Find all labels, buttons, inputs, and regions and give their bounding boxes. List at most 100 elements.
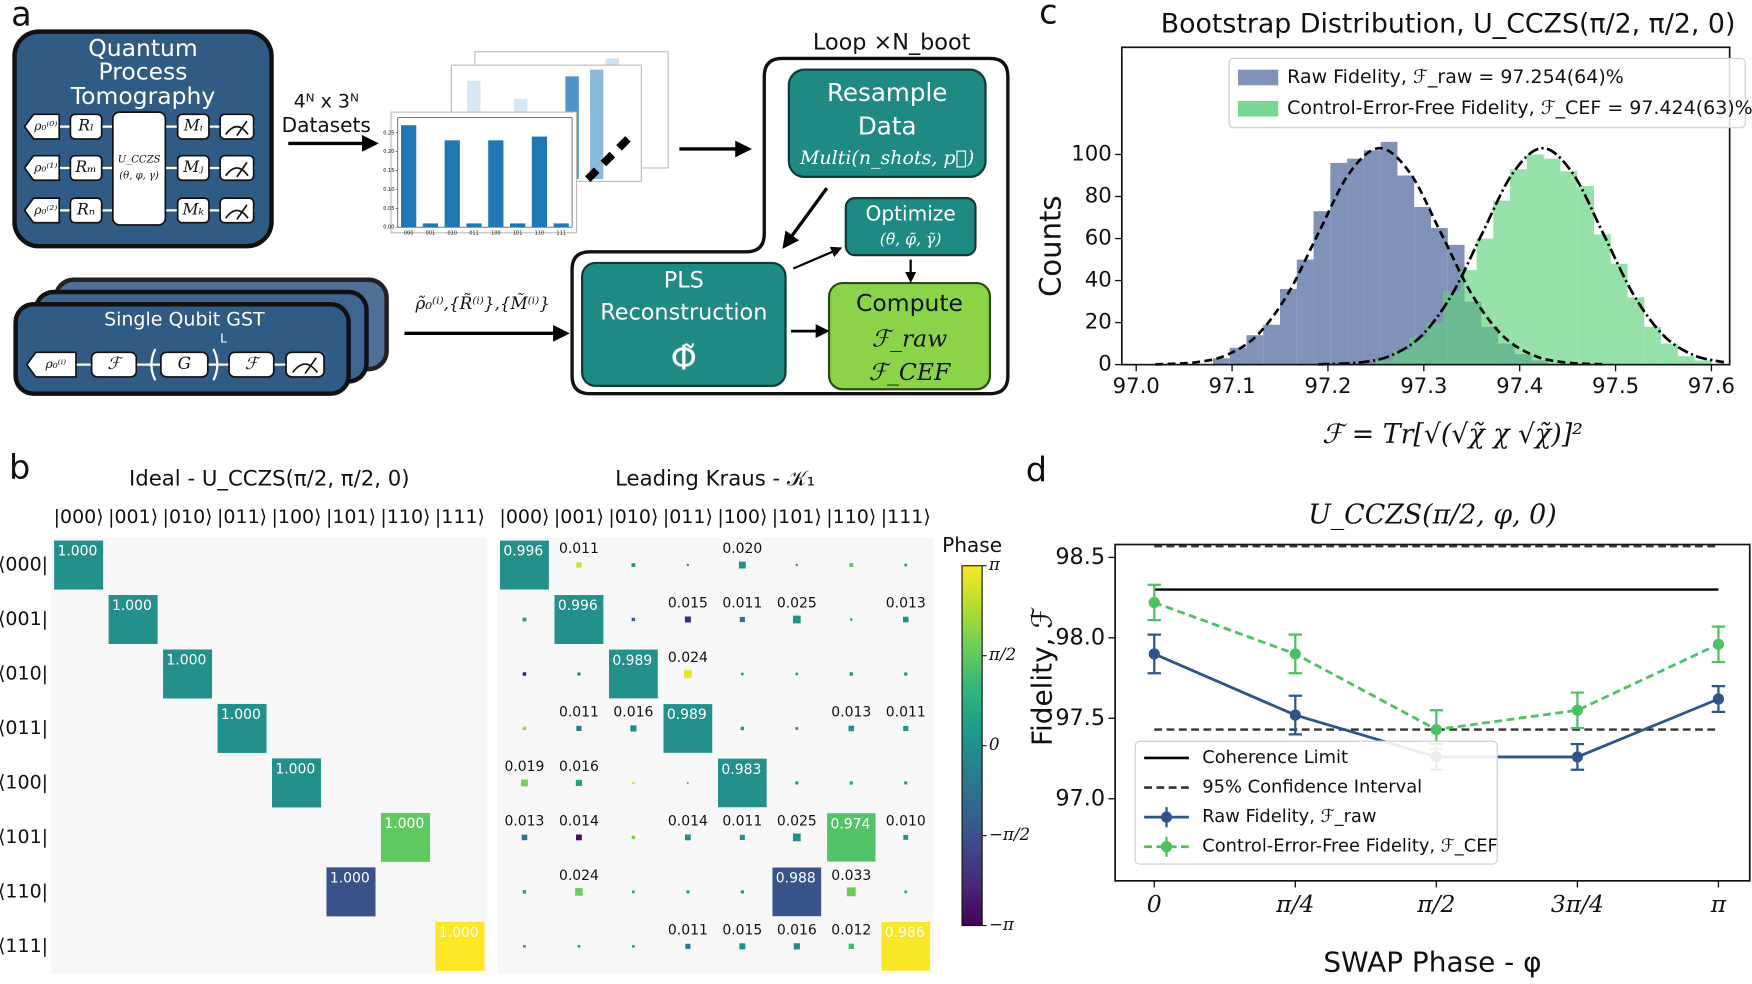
row-label: ⟨011| (0, 717, 48, 739)
box-label: ℱ_raw (872, 325, 947, 353)
box-label: Compute (856, 289, 963, 317)
ellipsis (584, 136, 631, 182)
legend-swatch (1238, 100, 1279, 117)
x-tick-label: 3π/4 (1551, 890, 1604, 918)
x-tick-label: 97.5 (1592, 374, 1639, 399)
column-label: |111⟩ (435, 506, 485, 528)
y-tick-label: 0.00 (383, 225, 394, 231)
histogram-bar (1661, 343, 1678, 365)
pls-box (581, 261, 787, 387)
matrix-cell (326, 867, 376, 917)
qpt-title: Quantum (88, 34, 197, 62)
colorbar-tick-label: −π/2 (989, 824, 1030, 844)
gate-label: (θ, φ, γ) (119, 170, 159, 181)
gate-label: ρ₀⁽¹⁾ (33, 160, 57, 174)
matrix-cell (272, 758, 322, 808)
y-tick-label: 100 (1071, 141, 1112, 166)
x-tick-label: 110 (535, 230, 545, 236)
matrix-cell (849, 781, 854, 785)
column-label: |101⟩ (772, 506, 822, 528)
x-tick-label: 97.2 (1304, 374, 1351, 399)
gate-label: Rₘ (74, 157, 96, 176)
matrix-cell (686, 563, 689, 567)
x-tick-label: 001 (426, 230, 436, 236)
cell-label: 0.024 (559, 868, 599, 884)
matrix-cell (904, 563, 908, 567)
cell-label: 1.000 (384, 816, 424, 832)
matrix-cell (848, 943, 854, 950)
qpt-title: Process (99, 57, 188, 85)
matrix-cell (554, 595, 604, 644)
panel-label: d (1026, 450, 1047, 489)
box-label: Optimize (866, 201, 956, 225)
cell-label: 0.011 (559, 704, 599, 720)
marker (1571, 751, 1583, 763)
x-tick-label: 0 (1147, 890, 1162, 918)
bar (531, 136, 548, 228)
matrix-cell (739, 834, 745, 840)
legend-label: Coherence Limit (1202, 747, 1348, 768)
column-label: |110⟩ (826, 506, 876, 528)
matrix-cell (521, 834, 528, 841)
input-state (23, 154, 61, 182)
box-label: Reconstruction (600, 300, 767, 326)
matrix-cell (903, 834, 909, 840)
chart-frame (390, 111, 578, 234)
cell-label: 0.988 (776, 871, 816, 887)
matrix-cell (631, 563, 636, 567)
gate (176, 154, 210, 182)
colorbar-title: Phase (942, 533, 1002, 557)
colorbar-tick-label: π (988, 554, 1001, 574)
matrix-cell (163, 649, 213, 699)
x-tick-label: π/4 (1275, 890, 1314, 918)
row-label: ⟨000| (0, 554, 48, 576)
panel-label: a (11, 0, 32, 34)
gate (176, 113, 210, 140)
cell-label: 0.011 (722, 813, 762, 829)
matrix-title: Ideal - U_CCZS(π/2, π/2, 0) (129, 467, 410, 492)
marker (1712, 693, 1725, 705)
chart-title: Bootstrap Distribution, U_CCZS(π/2, π/2,… (1161, 8, 1736, 39)
matrix-cell (684, 670, 692, 678)
y-tick-label: 0.20 (383, 149, 394, 155)
legend-swatch (1238, 69, 1279, 86)
column-label: |110⟩ (380, 506, 430, 528)
column-label: |001⟩ (554, 506, 604, 528)
qpt-title: Tomography (70, 82, 216, 110)
matrix-cell (795, 563, 798, 567)
x-axis-label: SWAP Phase - φ (1323, 946, 1541, 979)
row-label: ⟨010| (0, 662, 48, 684)
box-label: (θ̃, φ̃, γ̃) (880, 230, 942, 249)
matrix-cell (575, 888, 583, 896)
gate-label: Rₙ (76, 199, 95, 218)
x-tick-label: 010 (447, 230, 457, 236)
cell-label: 0.989 (667, 707, 707, 723)
gate-label: ρ₀⁽ⁱ⁾ (45, 357, 67, 371)
histogram-bar (1577, 185, 1594, 365)
legend-label: 95% Confidence Interval (1202, 777, 1422, 798)
cell-label: 1.000 (166, 653, 206, 669)
box-label: PLS (664, 267, 704, 293)
histogram-bar (1543, 158, 1561, 365)
histogram-bar (1296, 259, 1314, 365)
matrix-cell (632, 781, 635, 785)
histogram-bar (1313, 211, 1331, 365)
colorbar (961, 565, 983, 927)
histogram-bar (1330, 162, 1348, 365)
matrix-cell (850, 618, 853, 621)
matrix-cell (792, 833, 801, 842)
cell-label: 0.974 (830, 816, 870, 832)
gate (69, 113, 103, 140)
input-state (23, 113, 61, 140)
x-tick-label: 97.0 (1113, 374, 1160, 399)
y-tick-label: 98.0 (1055, 624, 1105, 650)
matrix-cell (522, 726, 527, 731)
matrix-cell (848, 725, 855, 732)
cell-label: 0.014 (668, 813, 708, 829)
legend-box (1228, 57, 1746, 129)
marker (1148, 648, 1160, 660)
matrix-cell (904, 890, 908, 894)
x-tick-label: 97.3 (1400, 374, 1447, 399)
histogram-bar (1677, 356, 1695, 365)
box-label: Data (858, 112, 917, 141)
